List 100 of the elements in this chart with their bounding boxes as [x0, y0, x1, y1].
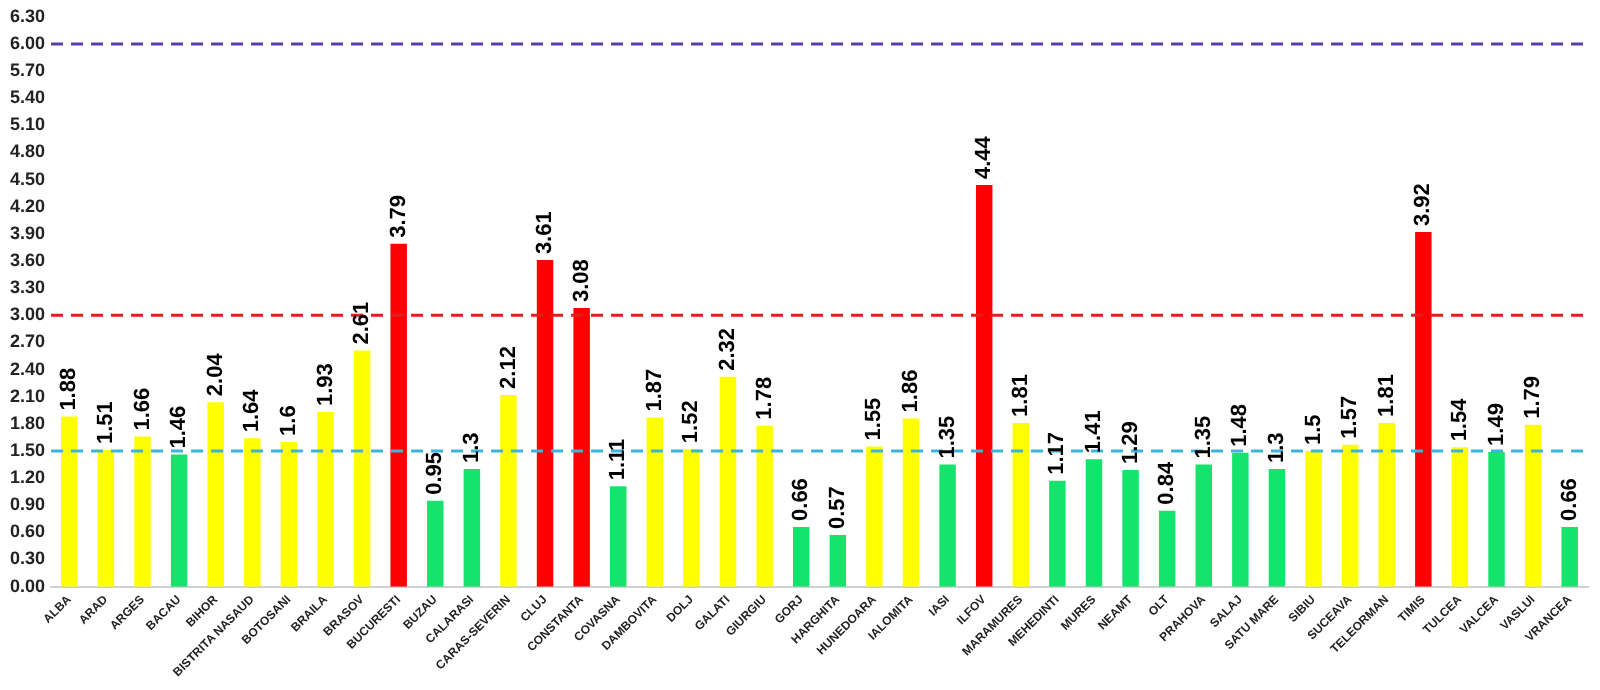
bar — [829, 535, 847, 587]
data-label: 1.3 — [459, 432, 484, 464]
data-label: 2.12 — [496, 346, 521, 389]
bar — [280, 441, 298, 587]
data-label: 3.79 — [386, 195, 411, 238]
bar — [500, 394, 517, 587]
y-tick-label: 2.10 — [9, 385, 46, 406]
data-label: 0.57 — [825, 486, 850, 530]
data-label: 1.88 — [57, 367, 82, 411]
data-label: 0.84 — [1155, 460, 1180, 505]
bar — [1122, 469, 1139, 587]
data-label: 1.35 — [1191, 415, 1216, 459]
data-label: 1.41 — [1082, 410, 1107, 454]
bar — [573, 308, 590, 587]
bar — [1415, 232, 1432, 587]
y-tick-label: 6.00 — [9, 32, 46, 53]
bar — [1451, 447, 1469, 587]
bar — [317, 412, 334, 587]
data-label: 1.66 — [130, 387, 155, 431]
y-tick-label: 1.50 — [9, 439, 46, 460]
bar — [1158, 510, 1176, 587]
bar — [1195, 464, 1212, 587]
bar — [1378, 422, 1395, 587]
bar — [866, 446, 883, 587]
bar — [1488, 451, 1505, 587]
bar — [463, 469, 481, 587]
bar — [646, 417, 664, 587]
data-label: 1.87 — [642, 368, 667, 412]
data-label: 1.78 — [752, 376, 777, 420]
bar — [975, 185, 993, 587]
y-tick-label: 0.60 — [9, 521, 46, 542]
bar — [939, 464, 956, 587]
data-label: 1.29 — [1118, 421, 1143, 464]
y-tick-label: 4.20 — [9, 195, 46, 216]
bar — [1561, 526, 1578, 587]
data-label: 1.93 — [313, 363, 338, 407]
data-label: 1.51 — [93, 401, 118, 445]
bar — [61, 416, 78, 587]
data-label: 2.32 — [716, 327, 741, 371]
y-tick-label: 4.80 — [9, 141, 46, 162]
data-label: 1.52 — [679, 400, 704, 444]
bar — [1524, 424, 1542, 587]
data-label: 0.66 — [1557, 478, 1582, 521]
data-label: 0.66 — [789, 478, 814, 521]
data-label: 3.61 — [533, 211, 558, 255]
y-tick-label: 5.10 — [9, 114, 46, 135]
data-label: 1.48 — [1228, 403, 1253, 447]
y-tick-label: 3.90 — [9, 222, 46, 243]
data-label: 1.64 — [240, 387, 265, 433]
y-tick-label: 2.40 — [9, 358, 46, 379]
bar — [536, 260, 554, 587]
y-tick-label: 3.30 — [9, 277, 46, 298]
data-label: 1.35 — [935, 415, 960, 459]
data-label: 1.6 — [276, 405, 301, 436]
bar — [1268, 469, 1286, 587]
data-label: 1.49 — [1484, 403, 1509, 446]
data-label: 1.81 — [1374, 374, 1399, 417]
y-tick-label: 1.80 — [9, 412, 46, 433]
bar — [1049, 480, 1066, 587]
data-label: 4.44 — [972, 134, 997, 180]
bar — [244, 438, 261, 587]
data-label: 1.3 — [1265, 432, 1290, 464]
y-tick-label: 3.60 — [9, 250, 46, 270]
bar — [792, 526, 810, 587]
data-label: 1.86 — [899, 369, 924, 413]
y-tick-label: 0.00 — [9, 575, 46, 596]
bar — [1341, 444, 1359, 587]
bar — [353, 350, 371, 587]
y-tick-label: 2.70 — [9, 331, 46, 352]
data-label: 3.92 — [1411, 183, 1436, 227]
y-tick-label: 0.30 — [9, 548, 46, 569]
y-tick-label: 5.70 — [9, 60, 46, 81]
data-label: 1.54 — [1447, 396, 1472, 442]
bar — [902, 418, 920, 587]
data-label: 1.79 — [1521, 375, 1546, 419]
data-label: 0.95 — [423, 451, 448, 495]
bar — [97, 450, 115, 587]
data-label: 1.46 — [167, 405, 192, 449]
bar — [719, 376, 737, 587]
y-tick-label: 5.40 — [9, 87, 46, 108]
bar — [683, 449, 700, 587]
data-label: 1.11 — [606, 438, 631, 481]
data-label: 1.57 — [1338, 395, 1363, 439]
y-tick-label: 6.30 — [9, 5, 46, 26]
y-tick-label: 1.20 — [9, 467, 46, 488]
data-label: 1.55 — [862, 397, 887, 441]
bar — [390, 243, 407, 587]
bar — [427, 500, 444, 587]
data-label: 3.08 — [569, 259, 594, 303]
bar — [170, 454, 188, 587]
bar — [1232, 452, 1249, 587]
y-tick-label: 3.00 — [9, 304, 46, 325]
bar — [1012, 422, 1030, 587]
bar — [1085, 459, 1103, 587]
data-label: 1.81 — [1008, 374, 1033, 417]
data-label: 2.61 — [350, 301, 375, 345]
data-label: 1.5 — [1301, 414, 1326, 445]
y-tick-label: 0.90 — [9, 494, 46, 515]
bar — [1305, 450, 1322, 587]
data-label: 2.04 — [203, 351, 228, 397]
